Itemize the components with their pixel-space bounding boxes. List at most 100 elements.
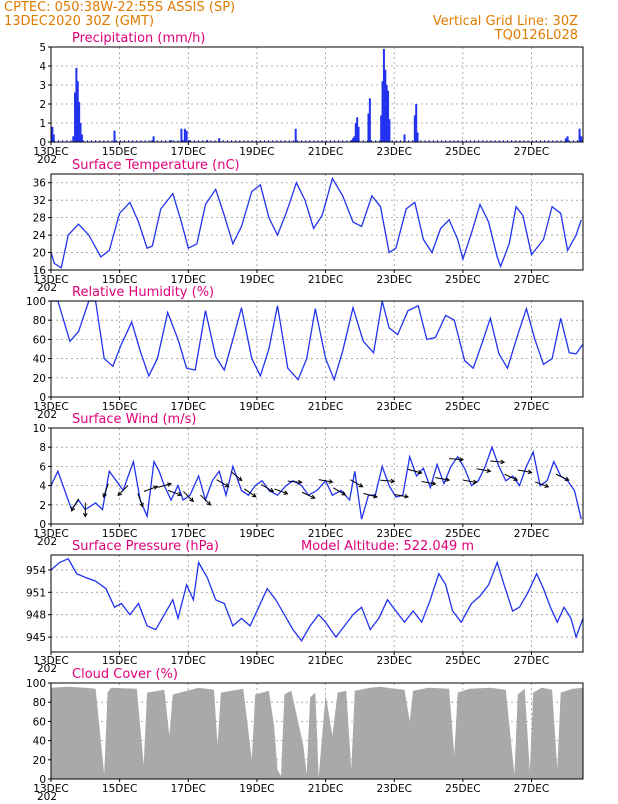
precip-bar — [62, 140, 64, 142]
wind-arrow-head — [500, 459, 506, 465]
precip-bar — [572, 140, 574, 142]
precip-bar — [502, 140, 504, 142]
cloud-year-label: 202 — [37, 791, 57, 800]
rh-frame — [50, 300, 584, 398]
rh-series-line — [51, 300, 584, 382]
precip-title: Precipitation (mm/h) — [72, 31, 205, 46]
wind-arrow-head — [358, 483, 364, 488]
wind-arrow — [535, 481, 549, 488]
wind-arrow-head — [527, 469, 533, 475]
wind-xtick-label: 17DEC — [171, 528, 206, 540]
wind-ytick-label: 10 — [33, 423, 46, 435]
precip-bar — [334, 140, 336, 142]
pressure-xtick-label: 27DEC — [514, 655, 549, 667]
temp-year-label: 202 — [37, 282, 57, 294]
precip-bar — [103, 140, 105, 142]
precip-bar — [436, 140, 438, 142]
precip-bar — [539, 140, 541, 142]
precip-bar — [395, 140, 397, 142]
precip-bar — [80, 134, 83, 142]
precip-bar — [399, 140, 401, 142]
temp-xtick-label: 23DEC — [377, 274, 412, 286]
precip-bar — [556, 140, 558, 142]
precip-bar — [515, 140, 517, 142]
precip-bar — [255, 140, 257, 142]
rh-ytick-label: 0 — [39, 392, 46, 404]
precip-bar — [99, 140, 101, 142]
cloud-xtick-label: 23DEC — [377, 783, 412, 795]
precip-bar — [416, 132, 419, 142]
panel-precip: Precipitation (mm/h) 0 1 2 3 4 5 13DEC 15DEC 17DE… — [33, 31, 584, 166]
precip-bar — [148, 140, 150, 142]
precip-bar — [119, 140, 121, 142]
cloud-xtick-label: 27DEC — [514, 783, 549, 795]
precip-bar — [305, 140, 307, 142]
precip-bar — [441, 140, 443, 142]
precip-bar — [415, 104, 418, 142]
precip-bar — [292, 140, 294, 142]
cloud-cover-area — [51, 686, 583, 779]
header-location: CPTEC: 050:38W-22:55S ASSIS (SP) — [4, 0, 235, 15]
wind-arrow — [230, 471, 243, 481]
pressure-ytick-label: 948 — [26, 610, 46, 622]
precip-bar — [527, 140, 529, 142]
precip-ytick-label: 2 — [39, 99, 46, 111]
precip-bar — [210, 140, 212, 142]
temp-xtick-label: 19DEC — [239, 274, 274, 286]
temp-xtick-label: 15DEC — [102, 274, 137, 286]
precip-bar — [128, 140, 130, 142]
precip-bar — [123, 140, 125, 142]
precip-xtick-label: 27DEC — [514, 146, 549, 158]
rh-year-label: 202 — [37, 409, 57, 421]
pressure-subtitle: Model Altitude: 522.049 m — [301, 539, 474, 554]
wind-arrow-head — [417, 469, 423, 475]
pressure-frame — [50, 554, 584, 653]
precip-bar — [432, 140, 434, 142]
precip-bar — [511, 140, 513, 142]
wind-arrow — [200, 494, 211, 506]
precip-bar — [132, 140, 134, 142]
wind-arrow-head — [310, 494, 316, 499]
precip-xtick-label: 15DEC — [102, 146, 137, 158]
precip-bar — [494, 140, 496, 142]
precip-bar — [506, 140, 508, 142]
temp-series-line — [50, 176, 582, 269]
wind-arrow-head — [71, 506, 76, 512]
precip-bar — [75, 67, 78, 142]
wind-arrow — [103, 483, 109, 498]
pressure-xtick-label: 15DEC — [102, 655, 137, 667]
wind-arrow-head — [283, 490, 289, 495]
precip-bar — [183, 128, 186, 142]
wind-arrow-head — [431, 481, 437, 486]
precip-bar — [202, 140, 204, 142]
precip-bar — [457, 140, 459, 142]
wind-arrow — [332, 487, 346, 496]
precip-bar — [350, 140, 353, 142]
precip-bar — [136, 140, 138, 142]
precip-bar — [408, 140, 410, 142]
precip-bar — [413, 115, 416, 142]
precip-bar — [535, 140, 537, 142]
rh-xtick-label: 15DEC — [102, 401, 137, 413]
precip-bar — [384, 69, 387, 142]
precip-bar — [577, 140, 579, 142]
precip-bar — [445, 140, 447, 142]
wind-arrow — [274, 488, 288, 495]
rh-ytick-label: 20 — [33, 373, 46, 385]
rh-xtick-label: 23DEC — [377, 401, 412, 413]
precip-bar — [453, 140, 455, 142]
wind-year-label: 202 — [37, 536, 57, 548]
precip-bar — [366, 140, 368, 142]
wind-arrow — [462, 479, 477, 483]
precip-bar — [375, 140, 377, 142]
temp-xtick-label: 17DEC — [171, 274, 206, 286]
pressure-xtick-label: 17DEC — [171, 655, 206, 667]
precip-bar — [313, 140, 315, 142]
precip-bar — [580, 136, 583, 142]
precip-bar — [449, 140, 451, 142]
wind-arrow — [407, 468, 422, 474]
precip-bar — [226, 140, 228, 142]
precip-bar — [412, 140, 414, 142]
cloud-ytick-label: 0 — [39, 774, 46, 786]
wind-arrow — [216, 479, 229, 488]
